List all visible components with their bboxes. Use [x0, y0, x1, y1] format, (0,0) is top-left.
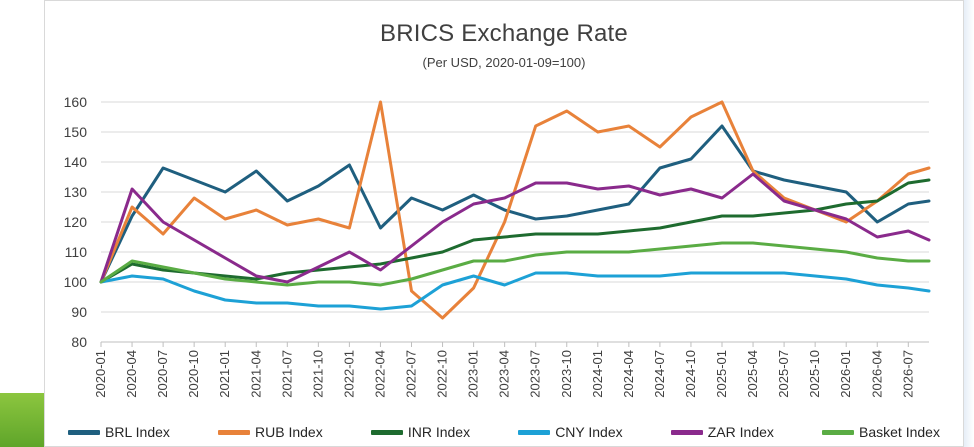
- y-tick-label: 80: [71, 334, 87, 350]
- x-tick-label: 2020-01: [93, 350, 108, 398]
- legend-item: Basket Index: [822, 424, 940, 440]
- legend-swatch: [518, 429, 551, 435]
- legend-swatch: [370, 429, 403, 435]
- legend-item: BRL Index: [68, 424, 170, 440]
- x-tick-label: 2022-10: [435, 350, 450, 398]
- legend-label: ZAR Index: [707, 424, 774, 440]
- x-tick-label: 2024-01: [590, 350, 605, 398]
- x-tick-label: 2025-04: [745, 350, 760, 398]
- legend-label: BRL Index: [105, 424, 170, 440]
- x-tick-label: 2021-04: [248, 350, 263, 398]
- series-line-cny-index: [99, 271, 931, 311]
- x-tick-label: 2024-04: [621, 350, 636, 398]
- x-tick-label: 2025-10: [807, 350, 822, 398]
- legend-item: INR Index: [370, 424, 471, 440]
- legend-item: ZAR Index: [670, 424, 774, 440]
- legend-item: CNY Index: [518, 424, 623, 440]
- chart-title: BRICS Exchange Rate: [380, 20, 628, 47]
- x-tick-label: 2021-10: [310, 350, 325, 398]
- series-line-basket-index: [99, 241, 931, 287]
- y-tick-label: 150: [64, 124, 88, 140]
- legend-item: RUB Index: [218, 424, 323, 440]
- legend-label: INR Index: [407, 424, 471, 440]
- x-tick-label: 2024-07: [652, 350, 667, 398]
- legend-swatch: [68, 429, 101, 435]
- x-tick-label: 2020-10: [186, 350, 201, 398]
- x-tick-label: 2025-07: [776, 350, 791, 398]
- x-tick-label: 2024-10: [683, 350, 698, 398]
- x-tick-label: 2026-01: [838, 350, 853, 398]
- x-tick-label: 2020-07: [155, 350, 170, 398]
- y-tick-label: 110: [65, 244, 88, 260]
- chart-subtitle: (Per USD, 2020-01-09=100): [422, 55, 586, 70]
- x-tick-label: 2021-01: [217, 350, 232, 398]
- series-line-brl-index: [99, 124, 931, 284]
- legend-label: RUB Index: [255, 424, 323, 440]
- window-edge-strip: [964, 0, 974, 447]
- legend-label: Basket Index: [859, 424, 940, 440]
- x-tick-label: 2025-01: [714, 350, 729, 398]
- x-tick-label: 2026-07: [900, 350, 915, 398]
- y-tick-label: 90: [71, 304, 87, 320]
- legend-label: CNY Index: [555, 424, 623, 440]
- x-tick-label: 2026-04: [869, 350, 884, 398]
- legend-swatch: [822, 429, 854, 435]
- x-tick-label: 2023-07: [528, 350, 543, 398]
- x-tick-label: 2022-07: [404, 350, 419, 398]
- legend-swatch: [670, 429, 703, 435]
- series-line-zar-index: [99, 172, 931, 284]
- y-tick-label: 130: [64, 184, 88, 200]
- legend-swatch: [218, 429, 251, 435]
- y-tick-label: 120: [64, 214, 88, 230]
- x-tick-label: 2020-04: [124, 350, 139, 398]
- x-tick-label: 2022-01: [341, 350, 356, 398]
- x-tick-label: 2023-10: [559, 350, 574, 398]
- series-line-inr-index: [99, 178, 931, 284]
- y-tick-label: 160: [64, 94, 88, 110]
- y-tick-label: 100: [64, 274, 88, 290]
- x-tick-label: 2021-07: [279, 350, 294, 398]
- x-tick-label: 2023-04: [497, 350, 512, 398]
- x-tick-label: 2022-04: [372, 350, 387, 398]
- x-tick-label: 2023-01: [466, 350, 481, 398]
- y-tick-label: 140: [64, 154, 88, 170]
- chart-legend: BRL Index RUB Index INR Index CNY Index ZAR …: [44, 420, 964, 444]
